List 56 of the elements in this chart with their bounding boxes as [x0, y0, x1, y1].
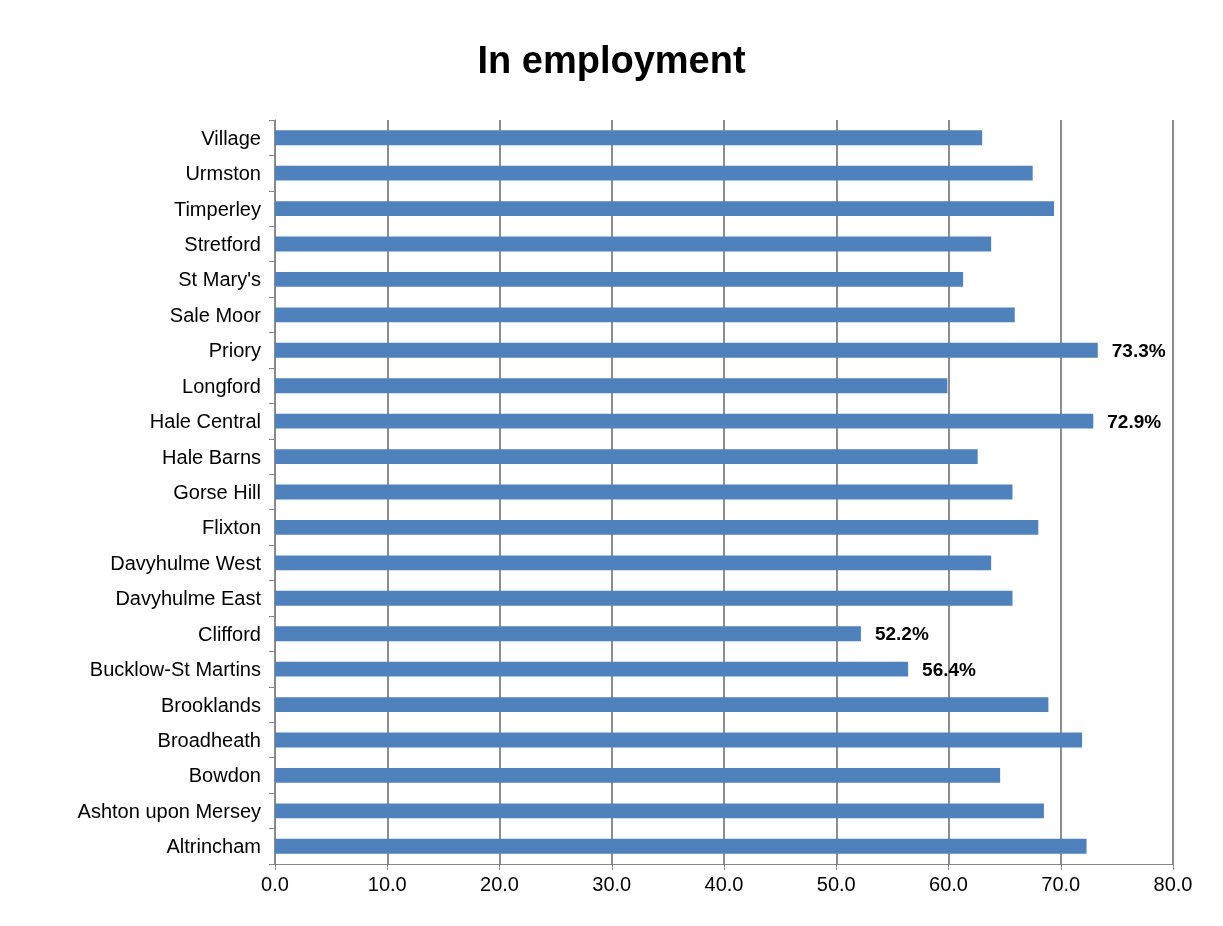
x-tick-label: 50.0 [816, 873, 856, 895]
bar [275, 732, 1083, 748]
y-tick-label: Bowdon [188, 764, 261, 787]
bar [275, 661, 909, 677]
x-tick-label: 30.0 [592, 873, 632, 895]
bar [275, 555, 992, 571]
y-tick-label: Priory [208, 339, 261, 362]
y-tick-label: Broadheath [157, 729, 261, 751]
data-label: 52.2% [874, 623, 929, 645]
data-label: 56.4% [922, 658, 977, 680]
x-tick-label: 10.0 [367, 873, 407, 895]
y-tick-label: Flixton [202, 516, 261, 539]
bar [275, 626, 861, 642]
y-tick-label: Urmston [185, 162, 261, 185]
bar [275, 378, 948, 394]
y-tick-label: Brooklands [160, 693, 261, 716]
bar [275, 201, 1055, 217]
bar [275, 803, 1044, 819]
bar [275, 342, 1098, 358]
bar [275, 130, 983, 146]
y-tick-label: Ashton upon Mersey [77, 799, 261, 822]
bar [275, 484, 1013, 500]
bar [275, 307, 1015, 323]
bar [275, 165, 1033, 181]
y-tick-label: Stretford [184, 233, 261, 255]
bar [275, 767, 1001, 783]
y-tick-label: Gorse Hill [173, 481, 261, 503]
y-tick-label: Davyhulme East [115, 587, 262, 610]
y-tick-label: Longford [182, 374, 261, 397]
x-tick-label: 20.0 [480, 873, 519, 895]
bar [275, 271, 964, 287]
bar [275, 519, 1039, 535]
y-tick-label: Altrincham [166, 835, 261, 858]
data-label: 73.3% [1111, 339, 1166, 361]
y-tick-label: Timperley [173, 197, 261, 220]
y-tick-label: Bucklow-St Martins [89, 658, 261, 681]
data-label: 72.9% [1107, 410, 1162, 432]
bar [275, 590, 1013, 606]
x-tick-label: 80.0 [1153, 873, 1193, 895]
y-tick-label: Hale Barns [162, 445, 261, 468]
y-tick-label: Clifford [198, 622, 261, 645]
x-tick-label: 0.0 [261, 873, 289, 895]
y-tick-label: St Mary's [178, 268, 261, 291]
x-tick-label: 40.0 [704, 873, 744, 895]
bar [275, 413, 1094, 429]
y-tick-label: Hale Central [149, 410, 261, 433]
bar [275, 449, 978, 465]
y-tick-label: Sale Moor [169, 303, 262, 326]
y-tick-label: Davyhulme West [110, 551, 262, 574]
bar [275, 697, 1049, 713]
bar [275, 236, 992, 252]
x-tick-label: 70.0 [1041, 873, 1081, 895]
y-tick-label: Village [201, 126, 261, 149]
chart-title: In employment [477, 39, 746, 81]
x-tick-label: 60.0 [929, 873, 968, 895]
bar [275, 838, 1087, 854]
